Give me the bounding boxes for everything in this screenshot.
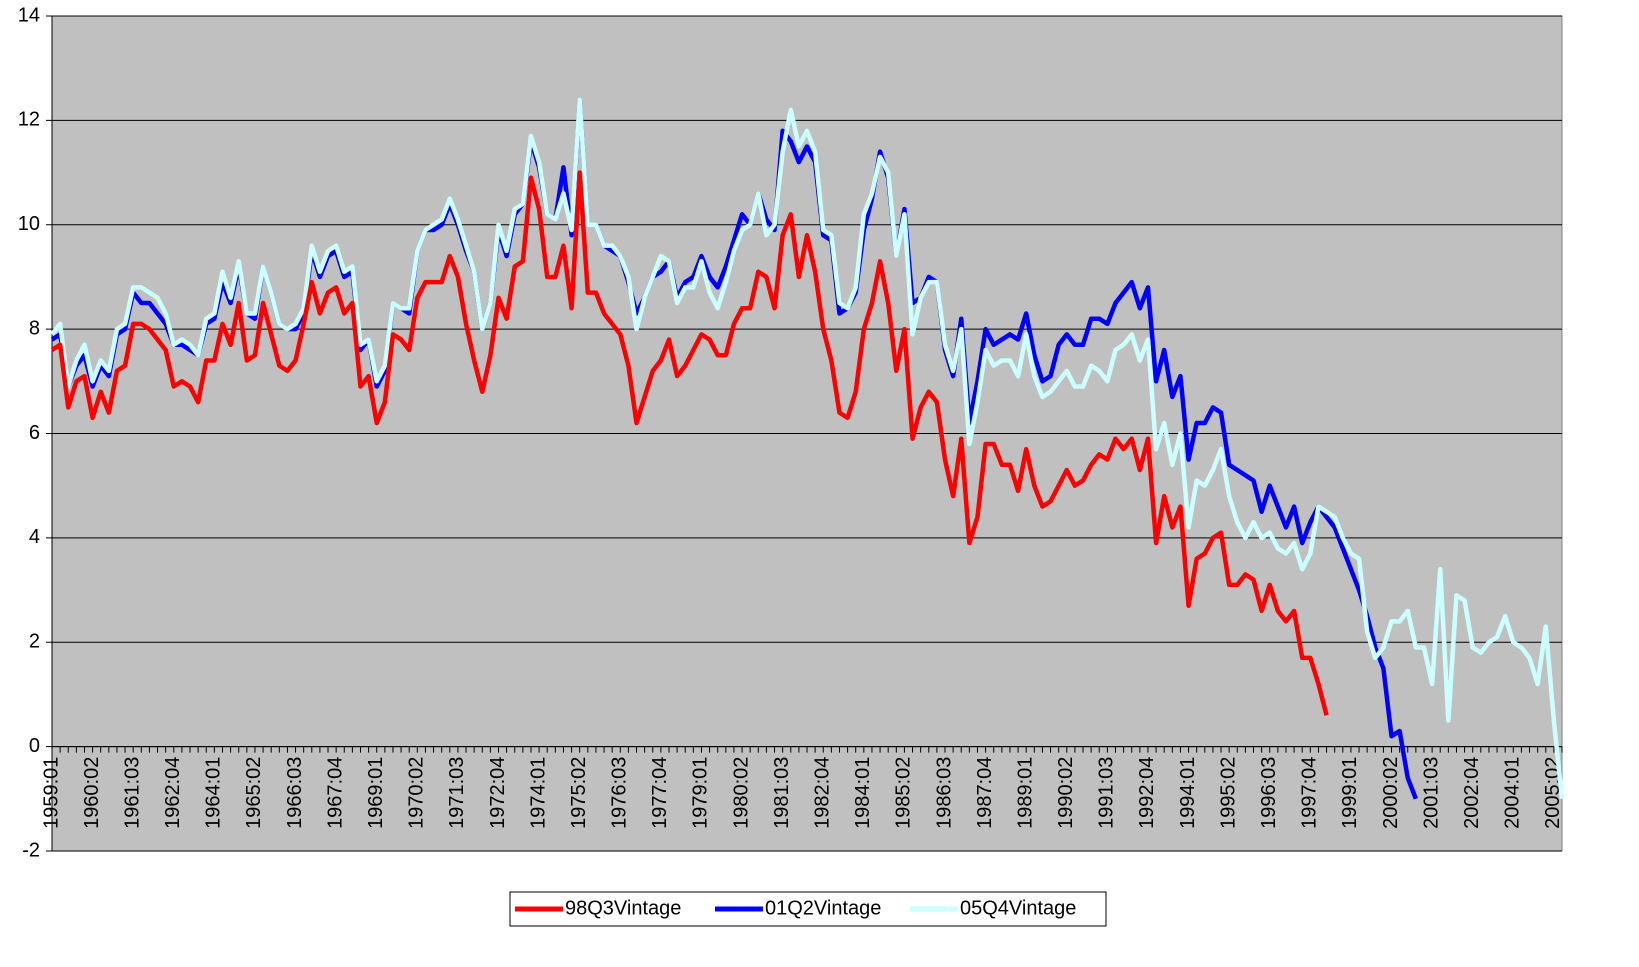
x-tick-label: 2002:04 [1461, 757, 1483, 829]
x-tick-label: 1999:01 [1339, 757, 1361, 829]
x-tick-label: 1971:03 [446, 757, 468, 829]
x-tick-label: 1979:01 [690, 757, 712, 829]
x-tick-label: 1980:02 [730, 757, 752, 829]
y-tick-label: 14 [18, 4, 40, 26]
x-tick-label: 1959:01 [40, 757, 62, 829]
x-tick-label: 1964:01 [203, 757, 225, 829]
x-tick-label: 1984:01 [852, 757, 874, 829]
x-tick-label: 1966:03 [284, 757, 306, 829]
legend-label: 05Q4Vintage [960, 897, 1076, 919]
y-tick-label: 2 [29, 631, 40, 653]
y-tick-label: 4 [29, 526, 40, 548]
x-tick-label: 1969:01 [365, 757, 387, 829]
y-tick-label: 0 [29, 735, 40, 757]
x-tick-label: 1982:04 [812, 757, 834, 829]
x-tick-label: 1961:03 [121, 757, 143, 829]
x-tick-label: 1960:02 [81, 757, 103, 829]
y-tick-label: 10 [18, 213, 40, 235]
x-tick-label: 1990:02 [1055, 757, 1077, 829]
x-tick-label: 2001:03 [1420, 757, 1442, 829]
x-tick-label: 1997:04 [1299, 757, 1321, 829]
x-tick-label: 1986:03 [933, 757, 955, 829]
legend-box [509, 891, 1107, 927]
x-tick-label: 1977:04 [649, 757, 671, 829]
x-tick-label: 1975:02 [568, 757, 590, 829]
x-tick-label: 1972:04 [487, 757, 509, 829]
x-tick-label: 1994:01 [1177, 757, 1199, 829]
x-tick-label: 1974:01 [527, 757, 549, 829]
legend-label: 98Q3Vintage [565, 897, 681, 919]
series-line [50, 97, 1565, 800]
y-tick-label: 8 [29, 317, 40, 339]
x-tick-label: 1995:02 [1217, 757, 1239, 829]
x-tick-label: 2004:01 [1502, 757, 1524, 829]
x-tick-label: 1970:02 [406, 757, 428, 829]
x-tick-label: 1996:03 [1258, 757, 1280, 829]
x-tick-label: 1967:04 [324, 757, 346, 829]
x-tick-label: 1962:04 [162, 757, 184, 829]
x-tick-label: 1965:02 [243, 757, 265, 829]
x-tick-label: 1989:01 [1014, 757, 1036, 829]
x-tick-label: 1985:02 [893, 757, 915, 829]
y-tick-label: 6 [29, 422, 40, 444]
y-tick-label: -2 [22, 839, 40, 861]
legend-label: 01Q2Vintage [765, 897, 881, 919]
y-tick-label: 12 [18, 109, 40, 131]
x-tick-label: 2000:02 [1380, 757, 1402, 829]
x-tick-label: 1987:04 [974, 757, 996, 829]
x-tick-label: 1992:04 [1136, 757, 1158, 829]
series-line [50, 170, 1329, 716]
x-tick-label: 1991:03 [1096, 757, 1118, 829]
x-tick-label: 1981:03 [771, 757, 793, 829]
x-tick-label: 1976:03 [609, 757, 631, 829]
